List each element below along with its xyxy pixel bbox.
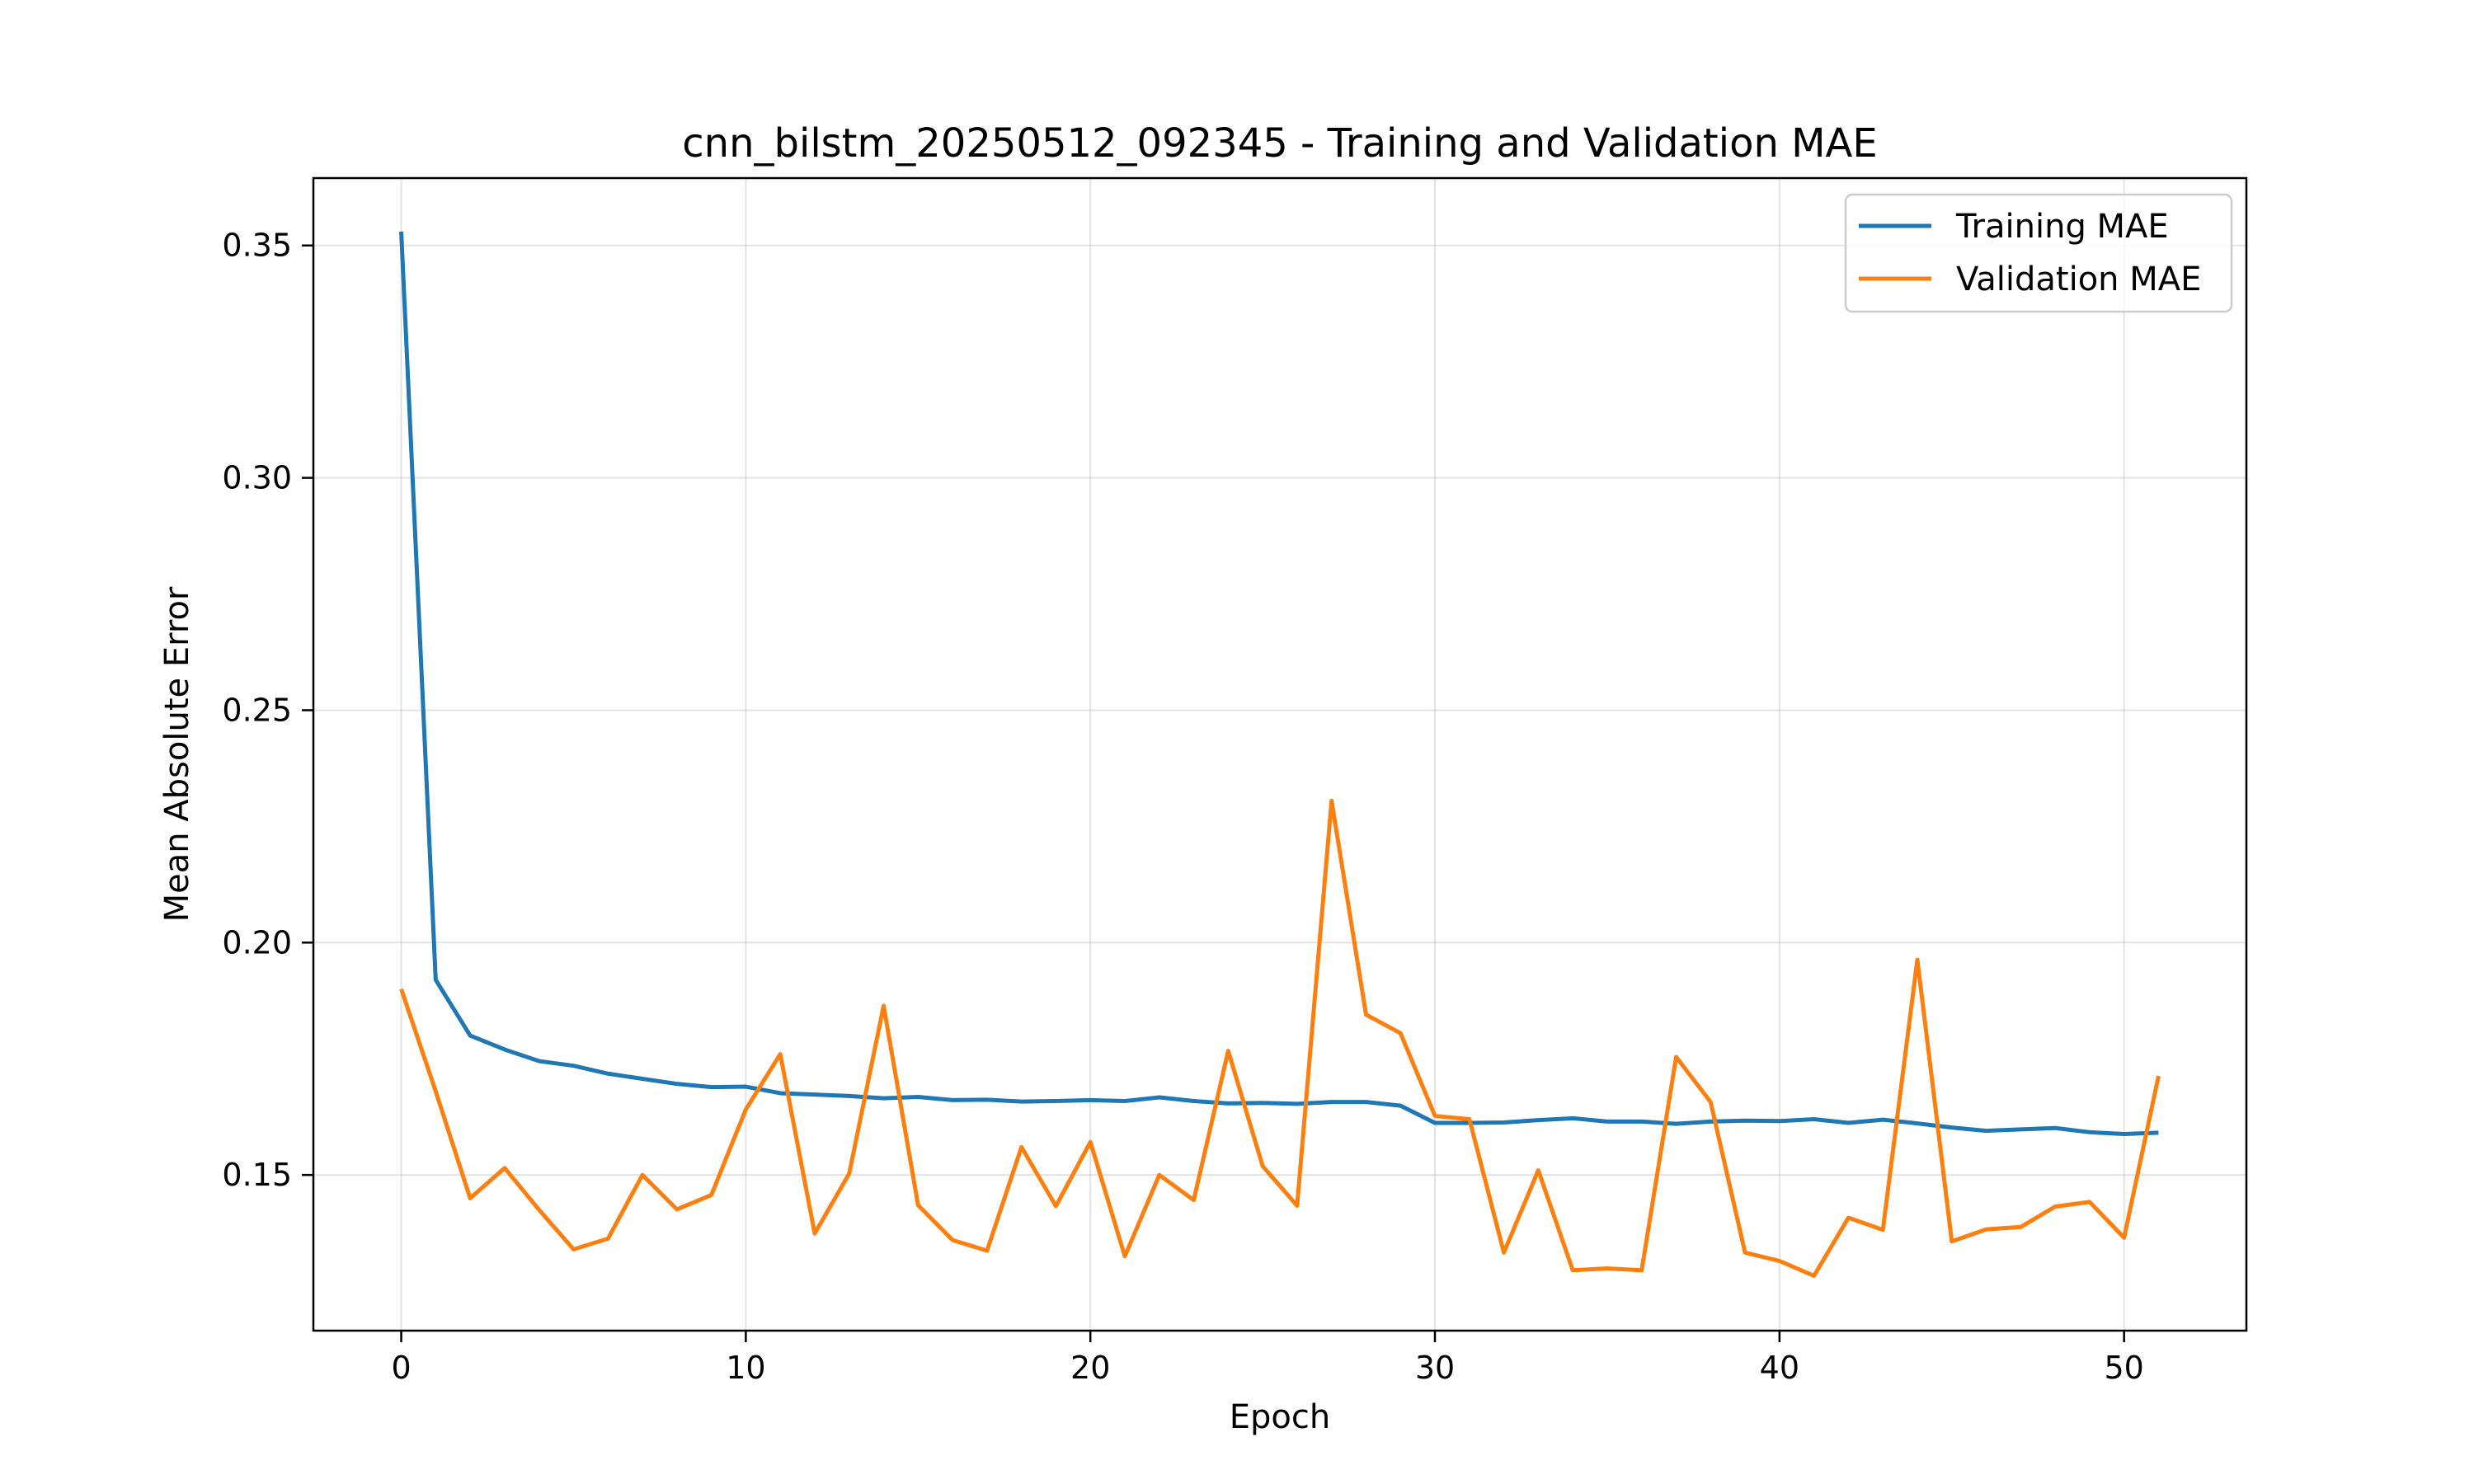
y-tick-label: 0.35 xyxy=(222,228,292,264)
y-tick-label: 0.25 xyxy=(222,692,292,728)
y-tick-label: 0.30 xyxy=(222,460,292,496)
x-tick-label: 10 xyxy=(726,1350,765,1386)
legend-box xyxy=(1844,193,2233,313)
series-line-training-mae xyxy=(399,231,2159,1137)
tick-layer: 0 10 20 30 40 50 0.15 0.20 0.25 0.30 0.35 xyxy=(222,228,2143,1386)
series-line-validation-mae xyxy=(399,798,2161,1278)
y-tick-label: 0.20 xyxy=(222,924,292,960)
x-tick-label: 40 xyxy=(1760,1350,1799,1386)
y-axis-label: Mean Absolute Error xyxy=(158,586,196,922)
x-tick-label: 30 xyxy=(1415,1350,1455,1386)
legend-label-training-mae: Training MAE xyxy=(1955,208,2169,246)
x-tick-label: 50 xyxy=(2104,1350,2143,1386)
x-tick-label: 0 xyxy=(391,1350,411,1386)
x-tick-label: 20 xyxy=(1070,1350,1110,1386)
legend-label-validation-mae: Validation MAE xyxy=(1956,261,2201,298)
y-tick-label: 0.15 xyxy=(222,1157,292,1193)
chart-title: cnn_bilstm_20250512_092345 - Training an… xyxy=(682,120,1877,167)
plot-area-frame xyxy=(312,176,2248,1332)
series-layer xyxy=(399,231,2161,1278)
legend: Training MAE Validation MAE xyxy=(1844,193,2233,313)
x-axis-label: Epoch xyxy=(1230,1398,1330,1436)
